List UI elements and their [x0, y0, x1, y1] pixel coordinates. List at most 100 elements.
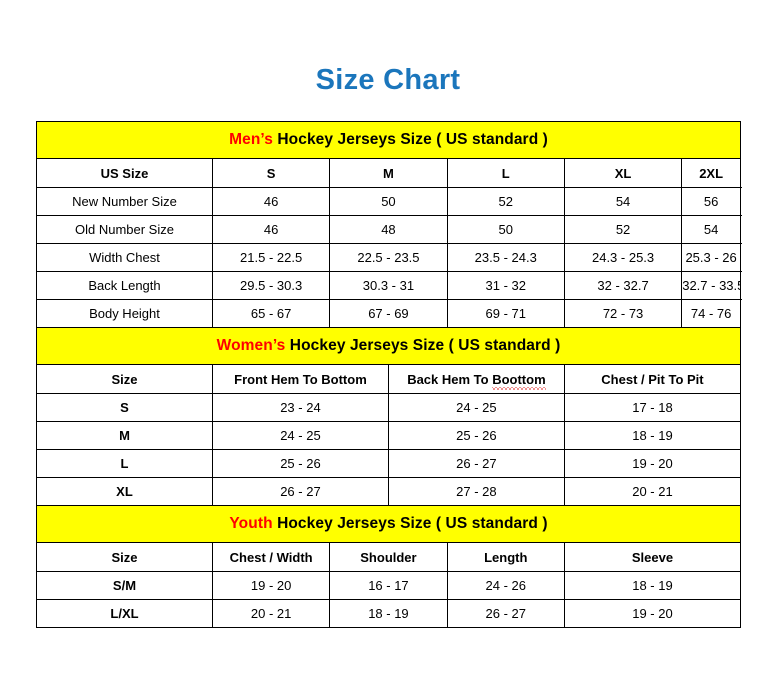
- table-row: M 24 - 25 25 - 26 18 - 19: [36, 421, 742, 450]
- table-cell: 18 - 19: [563, 421, 742, 450]
- table-row: Body Height 65 - 67 67 - 69 69 - 71 72 - 73 7…: [36, 299, 742, 328]
- section-banner-mens: Men’s Hockey Jerseys Size ( US standard …: [35, 121, 742, 159]
- row-label: L/XL: [36, 599, 213, 628]
- table-cell: 25.3 - 26: [681, 243, 742, 272]
- table-cell: 19 - 20: [211, 571, 331, 600]
- table-row: Width Chest 21.5 - 22.5 22.5 - 23.5 23.5 - …: [36, 243, 742, 272]
- table-cell: 72 - 73: [563, 299, 683, 328]
- column-header: S: [211, 158, 331, 188]
- section-banner-accent: Women’s: [216, 337, 286, 354]
- table-cell: 19 - 20: [563, 599, 742, 628]
- table-cell: 50: [446, 215, 565, 244]
- table-cell: 46: [211, 215, 331, 244]
- table-cell: 31 - 32: [446, 271, 565, 300]
- table-cell: 69 - 71: [446, 299, 565, 328]
- row-label: Width Chest: [36, 243, 213, 272]
- table-cell: 32.7 - 33.5: [681, 271, 742, 300]
- table-cell: 24 - 25: [211, 421, 389, 450]
- section-banner-rest: Hockey Jerseys Size ( US standard ): [285, 337, 561, 354]
- table-cell: 19 - 20: [563, 449, 742, 478]
- column-header: 2XL: [681, 158, 742, 188]
- table-cell: 50: [329, 187, 448, 216]
- table-cell: 18 - 19: [563, 571, 742, 600]
- table-cell: 52: [446, 187, 565, 216]
- table-cell: 25 - 26: [387, 421, 565, 450]
- size-chart-tables: Men’s Hockey Jerseys Size ( US standard …: [35, 121, 742, 628]
- table-cell: 52: [563, 215, 683, 244]
- section-banner-accent: Youth: [229, 515, 273, 532]
- section-banner-accent: Men’s: [229, 131, 273, 148]
- section-banner-row: Men’s Hockey Jerseys Size ( US standard …: [35, 121, 742, 159]
- table-cell: 26 - 27: [387, 449, 565, 478]
- table-cell: 22.5 - 23.5: [329, 243, 448, 272]
- table-cell: 26 - 27: [211, 477, 389, 506]
- column-header: Back Hem To Boottom: [387, 364, 565, 394]
- table-row: Old Number Size464850525456: [36, 215, 742, 244]
- table-cell: 56: [681, 187, 742, 216]
- page-title: Size Chart: [315, 64, 461, 96]
- table-cell: 21.5 - 22.5: [211, 243, 331, 272]
- table-cell: 18 - 19: [329, 599, 448, 628]
- column-header: Shoulder: [329, 542, 448, 572]
- table-cell: 54: [681, 215, 742, 244]
- table-row: L 25 - 26 26 - 27 19 - 20: [36, 449, 742, 478]
- table-cell: 46: [211, 187, 331, 216]
- row-label: New Number Size: [36, 187, 213, 216]
- column-header: Front Hem To Bottom: [211, 364, 389, 394]
- column-header: L: [446, 158, 565, 188]
- table-cell: 54: [563, 187, 683, 216]
- row-label: XL: [36, 477, 213, 506]
- column-header: Size: [36, 542, 213, 572]
- section-banner-womens: Women’s Hockey Jerseys Size ( US standar…: [35, 327, 742, 365]
- table-row: S/M 19 - 20 16 - 17 24 - 26 18 - 19: [36, 571, 742, 600]
- table-cell: 32 - 32.7: [563, 271, 683, 300]
- table-cell: 48: [329, 215, 448, 244]
- row-label: Old Number Size: [36, 215, 213, 244]
- table-cell: 16 - 17: [329, 571, 448, 600]
- column-header: Sleeve: [563, 542, 742, 572]
- column-header-row: Size Chest / Width Shoulder Length Sleeve: [36, 542, 742, 572]
- table-cell: 24 - 25: [387, 393, 565, 422]
- table-cell: 23 - 24: [211, 393, 389, 422]
- table-cell: 24 - 26: [446, 571, 565, 600]
- row-label: Body Height: [36, 299, 213, 328]
- column-header-row: Size Front Hem To Bottom Back Hem To Boott…: [36, 364, 742, 394]
- table-cell: 67 - 69: [329, 299, 448, 328]
- table-cell: 26 - 27: [446, 599, 565, 628]
- table-cell: 25 - 26: [211, 449, 389, 478]
- row-label: L: [36, 449, 213, 478]
- row-label: M: [36, 421, 213, 450]
- table-cell: 29.5 - 30.3: [211, 271, 331, 300]
- column-header: Length: [446, 542, 565, 572]
- row-label: S: [36, 393, 213, 422]
- column-header: XL: [563, 158, 683, 188]
- table-cell: 65 - 67: [211, 299, 331, 328]
- section-banner-rest: Hockey Jerseys Size ( US standard ): [272, 515, 548, 532]
- column-header-row: US SizeSMLXL2XL3XL: [36, 158, 742, 188]
- table-cell: 27 - 28: [387, 477, 565, 506]
- row-label: Back Length: [36, 271, 213, 300]
- column-header: Size: [36, 364, 213, 394]
- section-banner-rest: Hockey Jerseys Size ( US standard ): [272, 131, 548, 148]
- section-banner-row: Youth Hockey Jerseys Size ( US standard …: [35, 505, 742, 543]
- column-header: Chest / Width: [211, 542, 331, 572]
- section-banner-row: Women’s Hockey Jerseys Size ( US standar…: [35, 327, 742, 365]
- table-cell: 74 - 76: [681, 299, 742, 328]
- column-header: M: [329, 158, 448, 188]
- table-cell: 17 - 18: [563, 393, 742, 422]
- table-cell: 20 - 21: [563, 477, 742, 506]
- table-cell: 24.3 - 25.3: [563, 243, 683, 272]
- misspelled-word: Boottom: [492, 371, 547, 390]
- table-cell: 20 - 21: [211, 599, 331, 628]
- table-row: L/XL 20 - 21 18 - 19 26 - 27 19 - 20: [36, 599, 742, 628]
- column-header: Chest / Pit To Pit: [563, 364, 742, 394]
- row-label: S/M: [36, 571, 213, 600]
- table-cell: 30.3 - 31: [329, 271, 448, 300]
- table-row: XL 26 - 27 27 - 28 20 - 21: [36, 477, 742, 506]
- size-chart-table: Men’s Hockey Jerseys Size ( US standard …: [35, 121, 742, 628]
- table-row: Back Length 29.5 - 30.3 30.3 - 31 31 - 32 32…: [36, 271, 742, 300]
- table-row: S 23 - 24 24 - 25 17 - 18: [36, 393, 742, 422]
- table-cell: 23.5 - 24.3: [446, 243, 565, 272]
- section-banner-youth: Youth Hockey Jerseys Size ( US standard …: [35, 505, 742, 543]
